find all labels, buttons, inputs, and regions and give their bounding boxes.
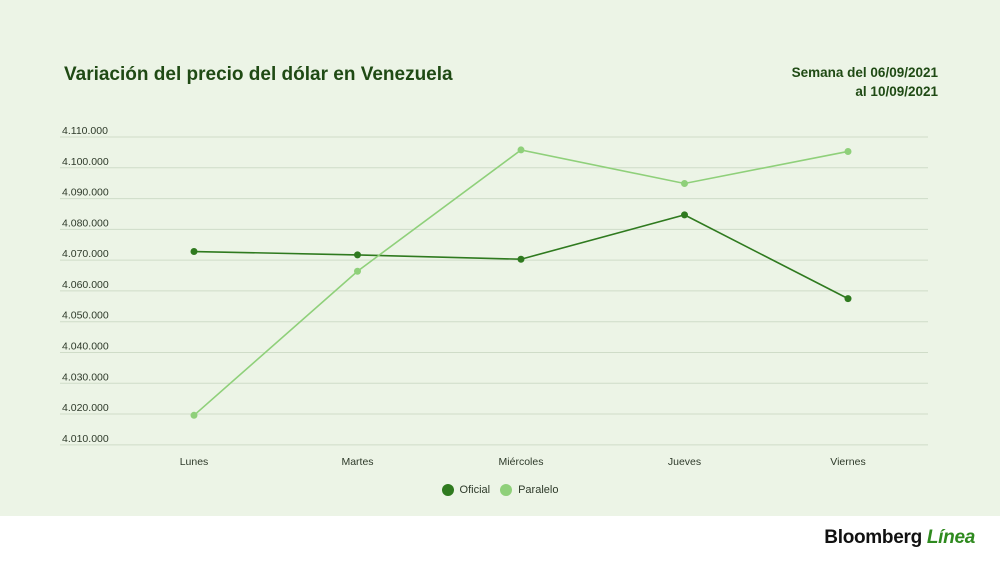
- data-point-paralelo: [190, 411, 198, 419]
- legend-item-paralelo[interactable]: Paralelo: [500, 484, 558, 496]
- subtitle-line-1: Semana del 06/09/2021: [791, 65, 938, 80]
- data-point-oficial: [681, 211, 688, 219]
- y-tick-label: 4.090.000: [62, 187, 109, 199]
- y-tick-label: 4.050.000: [62, 310, 109, 322]
- legend-label-paralelo: Paralelo: [518, 484, 559, 496]
- brand-logo: Bloomberg Línea: [824, 527, 975, 549]
- y-tick-label: 4.010.000: [62, 433, 109, 445]
- series-line-paralelo: [193, 149, 849, 416]
- legend-item-oficial[interactable]: Oficial: [441, 484, 491, 496]
- y-tick-label: 4.080.000: [62, 217, 109, 229]
- legend: Oficial Paralelo: [0, 484, 1000, 496]
- data-point-paralelo: [354, 267, 361, 275]
- legend-swatch-oficial: [441, 484, 454, 496]
- data-point-paralelo: [844, 147, 852, 155]
- chart-subtitle: Semana del 06/09/2021 al 10/09/2021: [678, 63, 938, 101]
- x-tick-label: Miércoles: [499, 456, 544, 468]
- data-point-paralelo: [517, 146, 525, 154]
- x-tick-label: Viernes: [830, 456, 865, 468]
- legend-swatch-paralelo: [500, 484, 513, 496]
- y-tick-label: 4.030.000: [62, 371, 109, 383]
- x-tick-label: Jueves: [668, 456, 701, 468]
- chart-title: Variación del precio del dólar en Venezu…: [64, 64, 453, 85]
- y-tick-label: 4.020.000: [62, 402, 109, 414]
- data-point-oficial: [190, 248, 198, 256]
- data-point-oficial: [354, 251, 361, 259]
- legend-label-oficial: Oficial: [459, 484, 491, 496]
- data-point-oficial: [844, 295, 852, 303]
- y-tick-label: 4.060.000: [62, 279, 109, 291]
- x-tick-label: Martes: [341, 456, 373, 468]
- data-point-paralelo: [681, 179, 688, 187]
- x-tick-label: Lunes: [180, 456, 209, 468]
- line-chart: 4.010.000 4.020.000 4.030.000 4.040.000 4.05…: [60, 125, 928, 468]
- y-tick-label: 4.070.000: [62, 248, 109, 260]
- y-tick-label: 4.110.000: [62, 125, 108, 137]
- data-point-oficial: [517, 255, 525, 263]
- brand-name: Bloomberg: [824, 527, 922, 548]
- y-tick-label: 4.040.000: [62, 340, 109, 352]
- subtitle-line-2: al 10/09/2021: [855, 84, 938, 99]
- brand-accent: Línea: [926, 527, 975, 548]
- y-tick-label: 4.100.000: [62, 156, 109, 168]
